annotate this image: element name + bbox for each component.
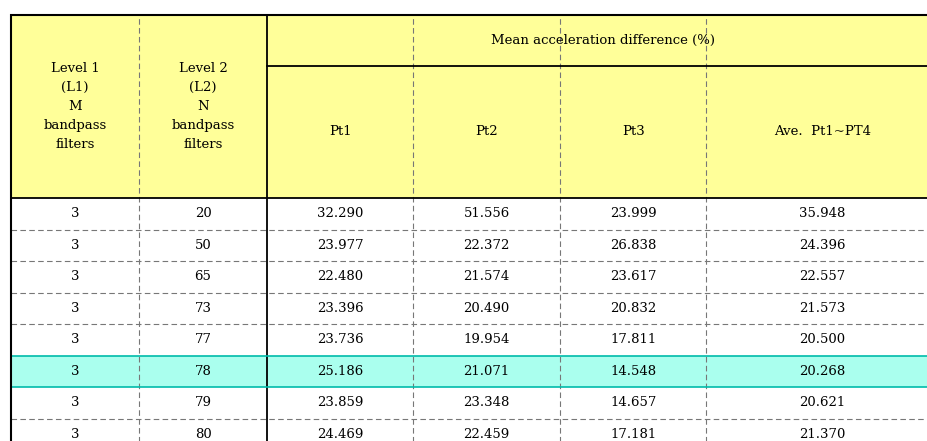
Text: 21.071: 21.071 — [464, 365, 510, 378]
Text: 3: 3 — [70, 302, 80, 315]
Text: 20.832: 20.832 — [610, 302, 656, 315]
Bar — [11, 355, 927, 387]
Text: 3: 3 — [70, 207, 80, 220]
Text: 21.370: 21.370 — [799, 428, 845, 441]
Text: 78: 78 — [195, 365, 211, 378]
Text: 23.348: 23.348 — [464, 396, 510, 409]
Text: 22.372: 22.372 — [464, 239, 510, 252]
Text: 3: 3 — [70, 239, 80, 252]
Text: 3: 3 — [70, 333, 80, 346]
Text: 19.954: 19.954 — [464, 333, 510, 346]
Text: 35.948: 35.948 — [799, 207, 845, 220]
Text: 24.396: 24.396 — [799, 239, 845, 252]
Text: 77: 77 — [195, 333, 211, 346]
Text: 24.469: 24.469 — [317, 428, 363, 441]
Text: 20.490: 20.490 — [464, 302, 510, 315]
Text: 20.621: 20.621 — [799, 396, 845, 409]
Text: 20: 20 — [195, 207, 211, 220]
Text: 50: 50 — [195, 239, 211, 252]
Text: 23.736: 23.736 — [317, 333, 363, 346]
Text: 51.556: 51.556 — [464, 207, 510, 220]
Text: 21.574: 21.574 — [464, 270, 510, 283]
Text: 21.573: 21.573 — [799, 302, 845, 315]
Text: 22.459: 22.459 — [464, 428, 510, 441]
Bar — [11, 198, 927, 230]
Text: 65: 65 — [195, 270, 211, 283]
Bar — [11, 293, 927, 324]
Text: 22.480: 22.480 — [317, 270, 363, 283]
Text: 23.396: 23.396 — [317, 302, 363, 315]
Bar — [11, 15, 927, 198]
Bar — [11, 324, 927, 355]
Text: 3: 3 — [70, 428, 80, 441]
Text: 20.500: 20.500 — [799, 333, 845, 346]
Text: 20.268: 20.268 — [799, 365, 845, 378]
Text: 22.557: 22.557 — [799, 270, 845, 283]
Text: Level 2
(L2)
N
bandpass
filters: Level 2 (L2) N bandpass filters — [171, 62, 235, 151]
Text: 79: 79 — [195, 396, 211, 409]
Text: Mean acceleration difference (%): Mean acceleration difference (%) — [490, 34, 715, 47]
Text: 3: 3 — [70, 270, 80, 283]
Text: Pt2: Pt2 — [476, 125, 498, 138]
Text: Level 1
(L1)
M
bandpass
filters: Level 1 (L1) M bandpass filters — [44, 62, 107, 151]
Text: 80: 80 — [195, 428, 211, 441]
Text: 3: 3 — [70, 396, 80, 409]
Text: 17.811: 17.811 — [610, 333, 656, 346]
Bar — [11, 419, 927, 441]
Text: 73: 73 — [195, 302, 211, 315]
Text: 23.617: 23.617 — [610, 270, 656, 283]
Text: 23.977: 23.977 — [317, 239, 363, 252]
Text: 3: 3 — [70, 365, 80, 378]
Text: Ave.  Pt1~PT4: Ave. Pt1~PT4 — [774, 125, 870, 138]
Text: 14.657: 14.657 — [610, 396, 656, 409]
Bar — [11, 230, 927, 261]
Text: Pt3: Pt3 — [622, 125, 644, 138]
Text: 26.838: 26.838 — [610, 239, 656, 252]
Text: 23.999: 23.999 — [610, 207, 656, 220]
Text: 23.859: 23.859 — [317, 396, 363, 409]
Bar — [11, 261, 927, 293]
Text: 14.548: 14.548 — [610, 365, 656, 378]
Bar — [11, 387, 927, 419]
Text: 25.186: 25.186 — [317, 365, 363, 378]
Text: Pt1: Pt1 — [329, 125, 351, 138]
Text: 32.290: 32.290 — [317, 207, 363, 220]
Text: 17.181: 17.181 — [610, 428, 656, 441]
